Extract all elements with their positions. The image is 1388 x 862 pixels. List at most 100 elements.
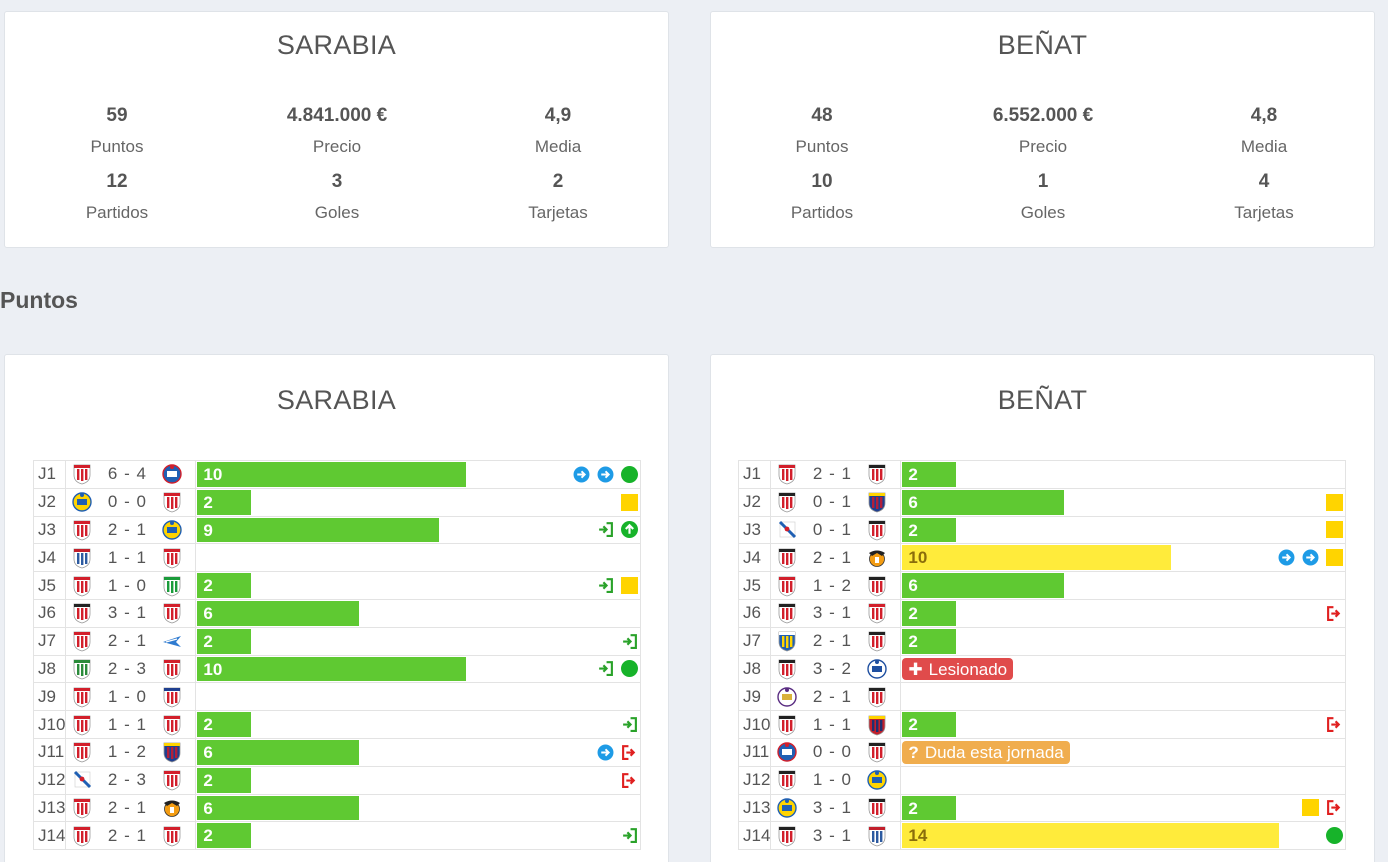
team-crest-sevilla-icon — [74, 520, 91, 541]
matchday-row: J12 1 - 0 — [737, 765, 1346, 795]
match-cell: 1 - 2 — [770, 571, 902, 600]
question-icon: ? — [908, 742, 919, 762]
match-cell: 2 - 1 — [770, 460, 902, 489]
section-heading-puntos: Puntos — [0, 287, 78, 313]
team-crest-sevilla-icon — [164, 603, 181, 624]
stat-value: 4,9 — [544, 105, 572, 126]
team-crest-eibar-icon — [74, 548, 91, 569]
matchday-row: J7 2 - 1 2 — [737, 626, 1346, 656]
substituted-arrow-icon — [573, 466, 590, 483]
points-cell: 2 — [900, 460, 1346, 489]
matchday-row: J11 1 - 2 6 — [32, 737, 641, 767]
stat-tarjetas: 4 Tarjetas — [1154, 169, 1374, 225]
team-crest-deportivo-icon — [74, 771, 92, 789]
plus-icon: ✚ — [908, 659, 923, 679]
points-bar: 2 — [902, 628, 957, 654]
team-crest-sevilla-icon — [164, 659, 181, 680]
matchday-label: J11 — [32, 737, 67, 767]
event-icons — [1302, 795, 1343, 822]
match-cell: 1 - 0 — [65, 682, 197, 712]
team-crest-betis-icon — [164, 576, 181, 596]
substituted-arrow-icon — [597, 744, 614, 761]
matchday-row: J3 0 - 1 2 — [737, 515, 1346, 545]
points-bar: 2 — [197, 489, 252, 515]
stat-precio: 6.552.000 € Precio — [933, 103, 1153, 159]
matchday-label: J7 — [32, 626, 67, 656]
match-cell: 6 - 4 — [65, 460, 197, 489]
sub-in-icon — [599, 578, 613, 594]
team-crest-real-madrid-icon — [777, 687, 798, 707]
yellow-card-icon — [621, 577, 638, 595]
points-cell: 2 — [900, 515, 1346, 545]
points-cell — [195, 682, 641, 712]
matchday-row: J8 2 - 3 10 — [32, 654, 641, 684]
matchday-row: J5 1 - 0 2 — [32, 571, 641, 600]
stat-partidos: 12 Partidos — [7, 169, 227, 225]
matchday-row: J9 1 - 0 — [32, 682, 641, 712]
stat-label: Precio — [1018, 137, 1068, 156]
team-crest-athletic-icon — [869, 687, 886, 708]
team-crest-granada-icon — [779, 576, 796, 596]
team-crest-valencia-icon — [869, 550, 886, 567]
sub-out-icon — [622, 772, 636, 788]
stat-label: Goles — [1020, 203, 1066, 222]
stat-value: 48 — [811, 105, 833, 126]
matchday-row: J9 2 - 1 — [737, 682, 1346, 712]
match-cell: 2 - 3 — [65, 765, 197, 795]
match-cell: 2 - 1 — [65, 626, 197, 656]
points-cell: 2 — [900, 710, 1346, 739]
match-result: 1 - 0 — [107, 575, 147, 595]
team-crest-athletic-icon — [869, 798, 886, 819]
stat-value: 59 — [106, 105, 128, 126]
matchday-label: J4 — [32, 543, 67, 573]
points-bar: 10 — [197, 462, 467, 487]
stat-label: Tarjetas — [1234, 203, 1294, 222]
match-result: 1 - 1 — [812, 714, 852, 734]
matchday-row: J14 2 - 1 2 — [32, 821, 641, 851]
team-crest-sevilla-icon — [74, 798, 91, 819]
matchday-row: J3 2 - 1 9 — [32, 515, 641, 545]
matchday-row: J8 3 - 2 ✚ Lesionado — [737, 654, 1346, 684]
matchday-row: J10 1 - 1 2 — [737, 710, 1346, 739]
matchday-row: J6 3 - 1 2 — [737, 598, 1346, 628]
matchday-label: J12 — [32, 765, 67, 795]
team-crest-osasuna-icon — [869, 715, 886, 735]
team-crest-espanyol-icon — [162, 464, 183, 485]
matchday-row: J4 1 - 1 — [32, 543, 641, 573]
match-result: 3 - 1 — [812, 825, 852, 845]
team-crest-sporting-icon — [74, 715, 91, 735]
team-crest-las-palmas-icon — [162, 520, 183, 540]
match-cell: 1 - 1 — [65, 543, 197, 573]
match-result: 6 - 4 — [107, 464, 147, 484]
match-cell: 2 - 1 — [770, 626, 902, 656]
event-icons — [597, 572, 638, 599]
yellow-card-icon — [1302, 799, 1319, 817]
stat-label: Goles — [314, 203, 360, 222]
points-cell: 2 — [900, 626, 1346, 656]
points-cell: 6 — [900, 571, 1346, 600]
matchday-row: J12 2 - 3 2 — [32, 765, 641, 795]
team-crest-barcelona-icon — [869, 492, 886, 513]
yellow-card-icon — [621, 493, 638, 511]
points-cell: 10 — [195, 460, 641, 489]
matchday-label: J12 — [737, 765, 772, 795]
stat-value: 1 — [1037, 171, 1049, 192]
match-cell: 2 - 3 — [65, 654, 197, 684]
points-cell: 10 — [900, 543, 1346, 573]
team-crest-sevilla-icon — [164, 770, 181, 791]
substituted-arrow-icon — [1302, 549, 1319, 566]
points-bar: 10 — [197, 656, 467, 682]
player-name: SARABIA — [276, 30, 397, 60]
matchday-label: J1 — [737, 460, 772, 489]
sub-out-icon — [622, 744, 636, 760]
matchday-label: J5 — [32, 571, 67, 600]
matchday-row: J10 1 - 1 2 — [32, 710, 641, 739]
matchday-row: J13 2 - 1 6 — [32, 793, 641, 823]
matchday-label: J10 — [32, 710, 67, 739]
points-cell: 2 — [195, 765, 641, 795]
matchday-label: J2 — [32, 487, 67, 517]
team-crest-valencia-icon — [164, 800, 181, 817]
team-crest-sevilla-icon — [74, 464, 91, 485]
team-crest-athletic-icon — [779, 770, 796, 791]
team-crest-atletico-icon — [164, 687, 181, 708]
